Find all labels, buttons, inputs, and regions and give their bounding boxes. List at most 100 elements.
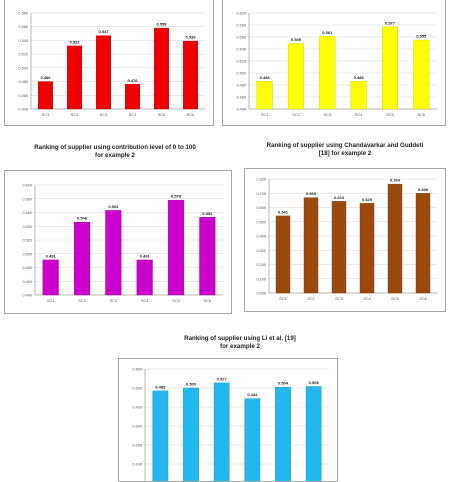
data-label: 0.563 bbox=[108, 204, 119, 209]
y-tick-label: 0.560 bbox=[22, 211, 32, 215]
data-label: 0.549 bbox=[291, 37, 302, 42]
chart-panel-3: 0.440 0.460 0.480 0.500 0.520 0.540 0.560 0.580… bbox=[4, 170, 232, 314]
y-tick-label: 0.540 bbox=[236, 48, 246, 52]
bar-SC3 bbox=[105, 210, 122, 296]
data-label: 0.546 bbox=[77, 216, 88, 221]
bar-SC1 bbox=[275, 215, 291, 294]
data-label: 0.764 bbox=[390, 178, 401, 183]
y-tick-label: 0.480 bbox=[18, 80, 28, 84]
data-label: 0.476 bbox=[127, 78, 138, 83]
chart-4-title-line-1: Ranking of supplier using Chandavarkar a… bbox=[266, 142, 424, 149]
x-tick-label: SC4 bbox=[363, 297, 370, 301]
data-label: 0.444 bbox=[247, 392, 258, 397]
data-label: 0.541 bbox=[278, 209, 289, 214]
data-label: 0.500 bbox=[186, 382, 197, 387]
y-tick-label: 0.440 bbox=[18, 108, 28, 112]
y-tick-label: 0.460 bbox=[236, 96, 246, 100]
y-tick-label: 0.500 bbox=[18, 66, 28, 70]
bar-SC6 bbox=[199, 217, 216, 296]
data-label: 0.643 bbox=[334, 195, 345, 200]
bar-SC4 bbox=[359, 203, 375, 294]
data-label: 0.508 bbox=[309, 380, 320, 385]
y-tick-label: 0.300 bbox=[132, 425, 142, 429]
x-tick-label: SC6 bbox=[419, 297, 426, 301]
y-tick-label: 0.580 bbox=[236, 24, 246, 28]
x-tick-label: SC3 bbox=[100, 113, 107, 117]
y-tick-label: 0.400 bbox=[132, 406, 142, 410]
y-tick-label: 0.480 bbox=[22, 266, 32, 270]
x-tick-label: SC2 bbox=[78, 299, 85, 303]
data-label: 0.669 bbox=[306, 191, 317, 196]
y-tick-label: 0.460 bbox=[22, 280, 32, 284]
bar-SC4 bbox=[136, 259, 153, 296]
y-tick-label: 0.800 bbox=[256, 178, 266, 182]
data-label: 0.558 bbox=[156, 22, 167, 27]
bar-SC3 bbox=[96, 35, 111, 110]
y-tick-label: 0.440 bbox=[236, 108, 246, 112]
x-tick-label: SC1 bbox=[47, 299, 54, 303]
y-tick-label: 0.500 bbox=[22, 252, 32, 256]
chart-3-title: Ranking of supplier using contribution l… bbox=[10, 144, 220, 160]
bar-SC5 bbox=[154, 27, 169, 110]
data-label: 0.491 bbox=[46, 253, 57, 258]
x-tick-label: SC2 bbox=[292, 113, 299, 117]
x-tick-label: SC5 bbox=[386, 113, 393, 117]
data-label: 0.699 bbox=[418, 187, 429, 192]
y-tick-label: 0.600 bbox=[236, 12, 246, 16]
x-tick-label: SC4 bbox=[129, 113, 136, 117]
y-tick-label: 0.540 bbox=[22, 225, 32, 229]
y-tick-label: 0.000 bbox=[256, 292, 266, 296]
bar-SC1 bbox=[38, 81, 53, 110]
y-tick-label: 0.520 bbox=[18, 53, 28, 57]
y-tick-label: 0.500 bbox=[256, 220, 266, 224]
data-label: 0.578 bbox=[171, 194, 182, 199]
chart-panel-4: 0.000 0.100 0.200 0.300 0.400 0.500 0.600 0.700… bbox=[244, 168, 446, 312]
data-label: 0.629 bbox=[362, 197, 373, 202]
x-tick-label: SC1 bbox=[279, 297, 286, 301]
data-label: 0.547 bbox=[98, 29, 109, 34]
chart-5-title-line-1: Ranking of supplier using Li et al. [19] bbox=[184, 335, 296, 342]
y-tick-label: 0.400 bbox=[256, 235, 266, 239]
y-tick-label: 0.500 bbox=[132, 387, 142, 391]
x-tick-label: SC3 bbox=[335, 297, 342, 301]
y-tick-label: 0.580 bbox=[18, 12, 28, 16]
data-label: 0.486 bbox=[260, 75, 271, 80]
data-label: 0.532 bbox=[69, 39, 80, 44]
y-tick-label: 0.440 bbox=[22, 294, 32, 298]
bar-SC5 bbox=[387, 183, 403, 294]
bar-SC3 bbox=[319, 36, 336, 110]
x-tick-label: SC4 bbox=[141, 299, 148, 303]
y-tick-label: 0.560 bbox=[18, 25, 28, 29]
y-tick-label: 0.500 bbox=[236, 72, 246, 76]
chart-panel-5: 0.0000.1000.2000.3000.4000.5000.6000.485… bbox=[118, 358, 338, 482]
bar-SC4 bbox=[350, 81, 367, 110]
bar-SC6 bbox=[413, 39, 430, 110]
bar-SC1 bbox=[152, 390, 169, 481]
y-tick-label: 0.580 bbox=[22, 197, 32, 201]
chart-3-title-line-2: for example 2 bbox=[95, 152, 135, 159]
chart-3-plot: 0.440 0.460 0.480 0.500 0.520 0.540 0.560 0.580… bbox=[22, 184, 223, 303]
bar-SC2 bbox=[183, 387, 199, 481]
y-tick-label: 0.300 bbox=[256, 249, 266, 253]
chart-panel-2: 0.440 0.460 0.480 0.500 0.520 0.540 0.560 0.580… bbox=[222, 0, 446, 126]
data-label: 0.527 bbox=[217, 376, 228, 381]
y-tick-label: 0.540 bbox=[18, 39, 28, 43]
y-tick-label: 0.560 bbox=[236, 36, 246, 40]
bar-SC1 bbox=[256, 81, 273, 110]
y-tick-label: 0.460 bbox=[18, 94, 28, 98]
data-label: 0.555 bbox=[416, 34, 427, 39]
bar-SC6 bbox=[183, 40, 198, 110]
x-tick-label: SC1 bbox=[261, 113, 268, 117]
x-tick-label: SC4 bbox=[355, 113, 362, 117]
chart-panel-1: 0.440 0.460 0.480 0.500 0.520 0.540 0.560 0.580… bbox=[4, 0, 214, 126]
y-tick-label: 0.480 bbox=[236, 84, 246, 88]
data-label: 0.486 bbox=[354, 75, 365, 80]
chart-1-plot: 0.440 0.460 0.480 0.500 0.520 0.540 0.560 0.580… bbox=[18, 12, 205, 117]
x-tick-label: SC3 bbox=[110, 299, 117, 303]
x-tick-label: SC5 bbox=[391, 297, 398, 301]
y-tick-label: 0.600 bbox=[132, 368, 142, 372]
y-tick-label: 0.100 bbox=[256, 277, 266, 281]
x-tick-label: SC6 bbox=[418, 113, 425, 117]
bar-SC5 bbox=[275, 387, 291, 481]
chart-5-plot: 0.0000.1000.2000.3000.4000.5000.6000.485… bbox=[132, 368, 329, 481]
